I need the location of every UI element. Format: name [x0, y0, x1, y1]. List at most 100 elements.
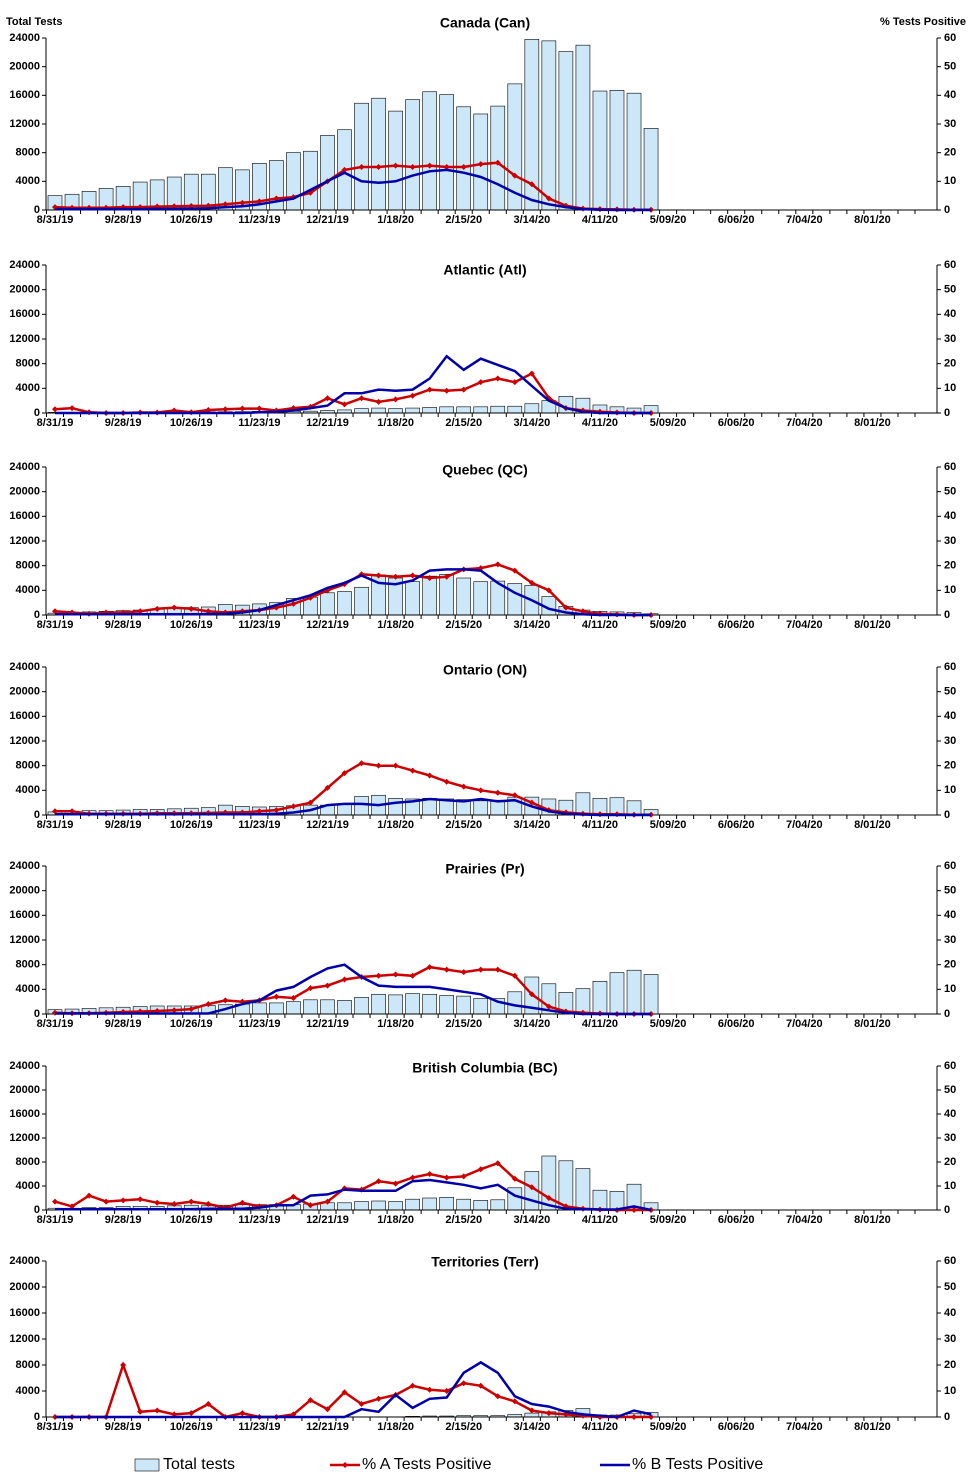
line-marker — [426, 386, 433, 393]
x-tick-label: 3/14/20 — [513, 619, 550, 631]
y2-tick-label: 60 — [944, 32, 956, 44]
bar — [388, 110, 403, 211]
x-tick-label: 1/18/20 — [377, 819, 414, 831]
y2-tick-label: 20 — [944, 760, 956, 772]
line-marker — [392, 573, 399, 580]
line — [55, 1178, 652, 1212]
x-tick-label: 2/15/20 — [445, 214, 482, 226]
line-marker — [239, 405, 246, 412]
y2-tick-label: 10 — [944, 1385, 956, 1397]
bar — [269, 1002, 284, 1015]
x-tick-label: 6/06/20 — [718, 819, 755, 831]
x-tick-label: 8/31/19 — [37, 417, 74, 429]
line-marker — [460, 386, 467, 393]
line-marker — [409, 392, 416, 399]
y-tick-label: 16000 — [9, 89, 40, 101]
line-marker — [409, 767, 416, 774]
bar — [439, 995, 454, 1015]
line-marker — [358, 760, 365, 767]
x-tick-label: 12/21/19 — [306, 1421, 349, 1433]
y-tick-label: 24000 — [9, 1255, 40, 1267]
line-marker — [494, 966, 501, 973]
y-tick-label: 20000 — [9, 686, 40, 698]
bar — [473, 800, 489, 816]
bar — [371, 97, 386, 211]
x-tick-label: 11/23/19 — [238, 1214, 280, 1226]
line-marker — [579, 608, 586, 615]
y2-tick-label: 0 — [944, 1204, 950, 1216]
line-marker — [324, 1406, 331, 1413]
line-marker — [375, 164, 382, 170]
x-tick-label: 3/14/20 — [513, 1018, 550, 1030]
y-tick-label: 20000 — [9, 61, 40, 73]
bar — [541, 1155, 557, 1211]
line-marker — [290, 803, 297, 810]
y-tick-label: 8000 — [16, 560, 40, 572]
line-marker — [409, 1174, 416, 1181]
x-tick-label: 12/21/19 — [306, 214, 349, 226]
y2-tick-label: 30 — [944, 1132, 956, 1144]
y2-tick-label: 0 — [944, 204, 950, 216]
bar — [422, 1197, 437, 1211]
x-tick-label: 6/06/20 — [718, 1421, 755, 1433]
legend-swatch — [342, 1462, 348, 1468]
line-marker — [460, 1173, 467, 1180]
bar — [575, 1168, 591, 1211]
bar — [286, 152, 301, 211]
line-marker — [528, 991, 535, 998]
x-tick-label: 12/21/19 — [306, 1214, 349, 1226]
line-marker — [137, 1196, 144, 1203]
line-marker — [426, 162, 433, 169]
line-marker — [528, 181, 535, 188]
y2-tick-label: 10 — [944, 1180, 956, 1192]
x-tick-label: 2/15/20 — [445, 1421, 482, 1433]
line-marker — [375, 1395, 382, 1402]
x-tick-label: 9/28/19 — [105, 417, 142, 429]
legend-label: % A Tests Positive — [362, 1456, 492, 1473]
y-tick-label: 0 — [34, 809, 40, 821]
line-marker — [392, 971, 399, 978]
x-tick-label: 9/28/19 — [105, 619, 142, 631]
legend-swatch — [134, 1458, 160, 1472]
line — [55, 168, 652, 212]
bar — [337, 1202, 352, 1211]
x-tick-label: 3/14/20 — [513, 1214, 550, 1226]
bar — [609, 90, 625, 211]
line-marker — [324, 1198, 331, 1205]
x-tick-label: 2/15/20 — [445, 1214, 482, 1226]
line-marker — [477, 1166, 484, 1173]
line-marker — [188, 1410, 195, 1417]
line-marker — [341, 770, 348, 777]
line-marker — [205, 1201, 212, 1207]
y2-tick-label: 20 — [944, 1359, 956, 1371]
line-marker — [409, 1382, 416, 1389]
x-tick-label: 11/23/19 — [238, 1421, 280, 1433]
y2-tick-label: 40 — [944, 710, 956, 722]
bar — [456, 106, 472, 211]
y2-tick-label: 10 — [944, 784, 956, 796]
y2-tick-label: 50 — [944, 1281, 956, 1293]
chart-title: Prairies (Pr) — [445, 861, 524, 877]
bar — [439, 406, 454, 414]
y2-tick-label: 30 — [944, 1333, 956, 1345]
x-tick-label: 11/23/19 — [238, 1018, 280, 1030]
x-tick-label: 7/04/20 — [786, 1421, 823, 1433]
y-tick-label: 4000 — [16, 1180, 40, 1192]
bar — [388, 994, 403, 1015]
line-marker — [477, 966, 484, 973]
y2-tick-label: 30 — [944, 934, 956, 946]
bar — [405, 581, 420, 616]
line-marker — [494, 561, 501, 568]
y-tick-label: 16000 — [9, 510, 40, 522]
line-marker — [375, 572, 382, 579]
line-marker — [477, 787, 484, 794]
bar — [320, 135, 335, 211]
legend-label: % B Tests Positive — [632, 1456, 763, 1473]
y-tick-label: 4000 — [16, 1385, 40, 1397]
y-tick-label: 0 — [34, 204, 40, 216]
line-marker — [324, 784, 331, 791]
y2-tick-label: 20 — [944, 358, 956, 370]
x-tick-label: 10/26/19 — [170, 1018, 213, 1030]
bar — [439, 573, 454, 616]
bar — [456, 406, 472, 414]
